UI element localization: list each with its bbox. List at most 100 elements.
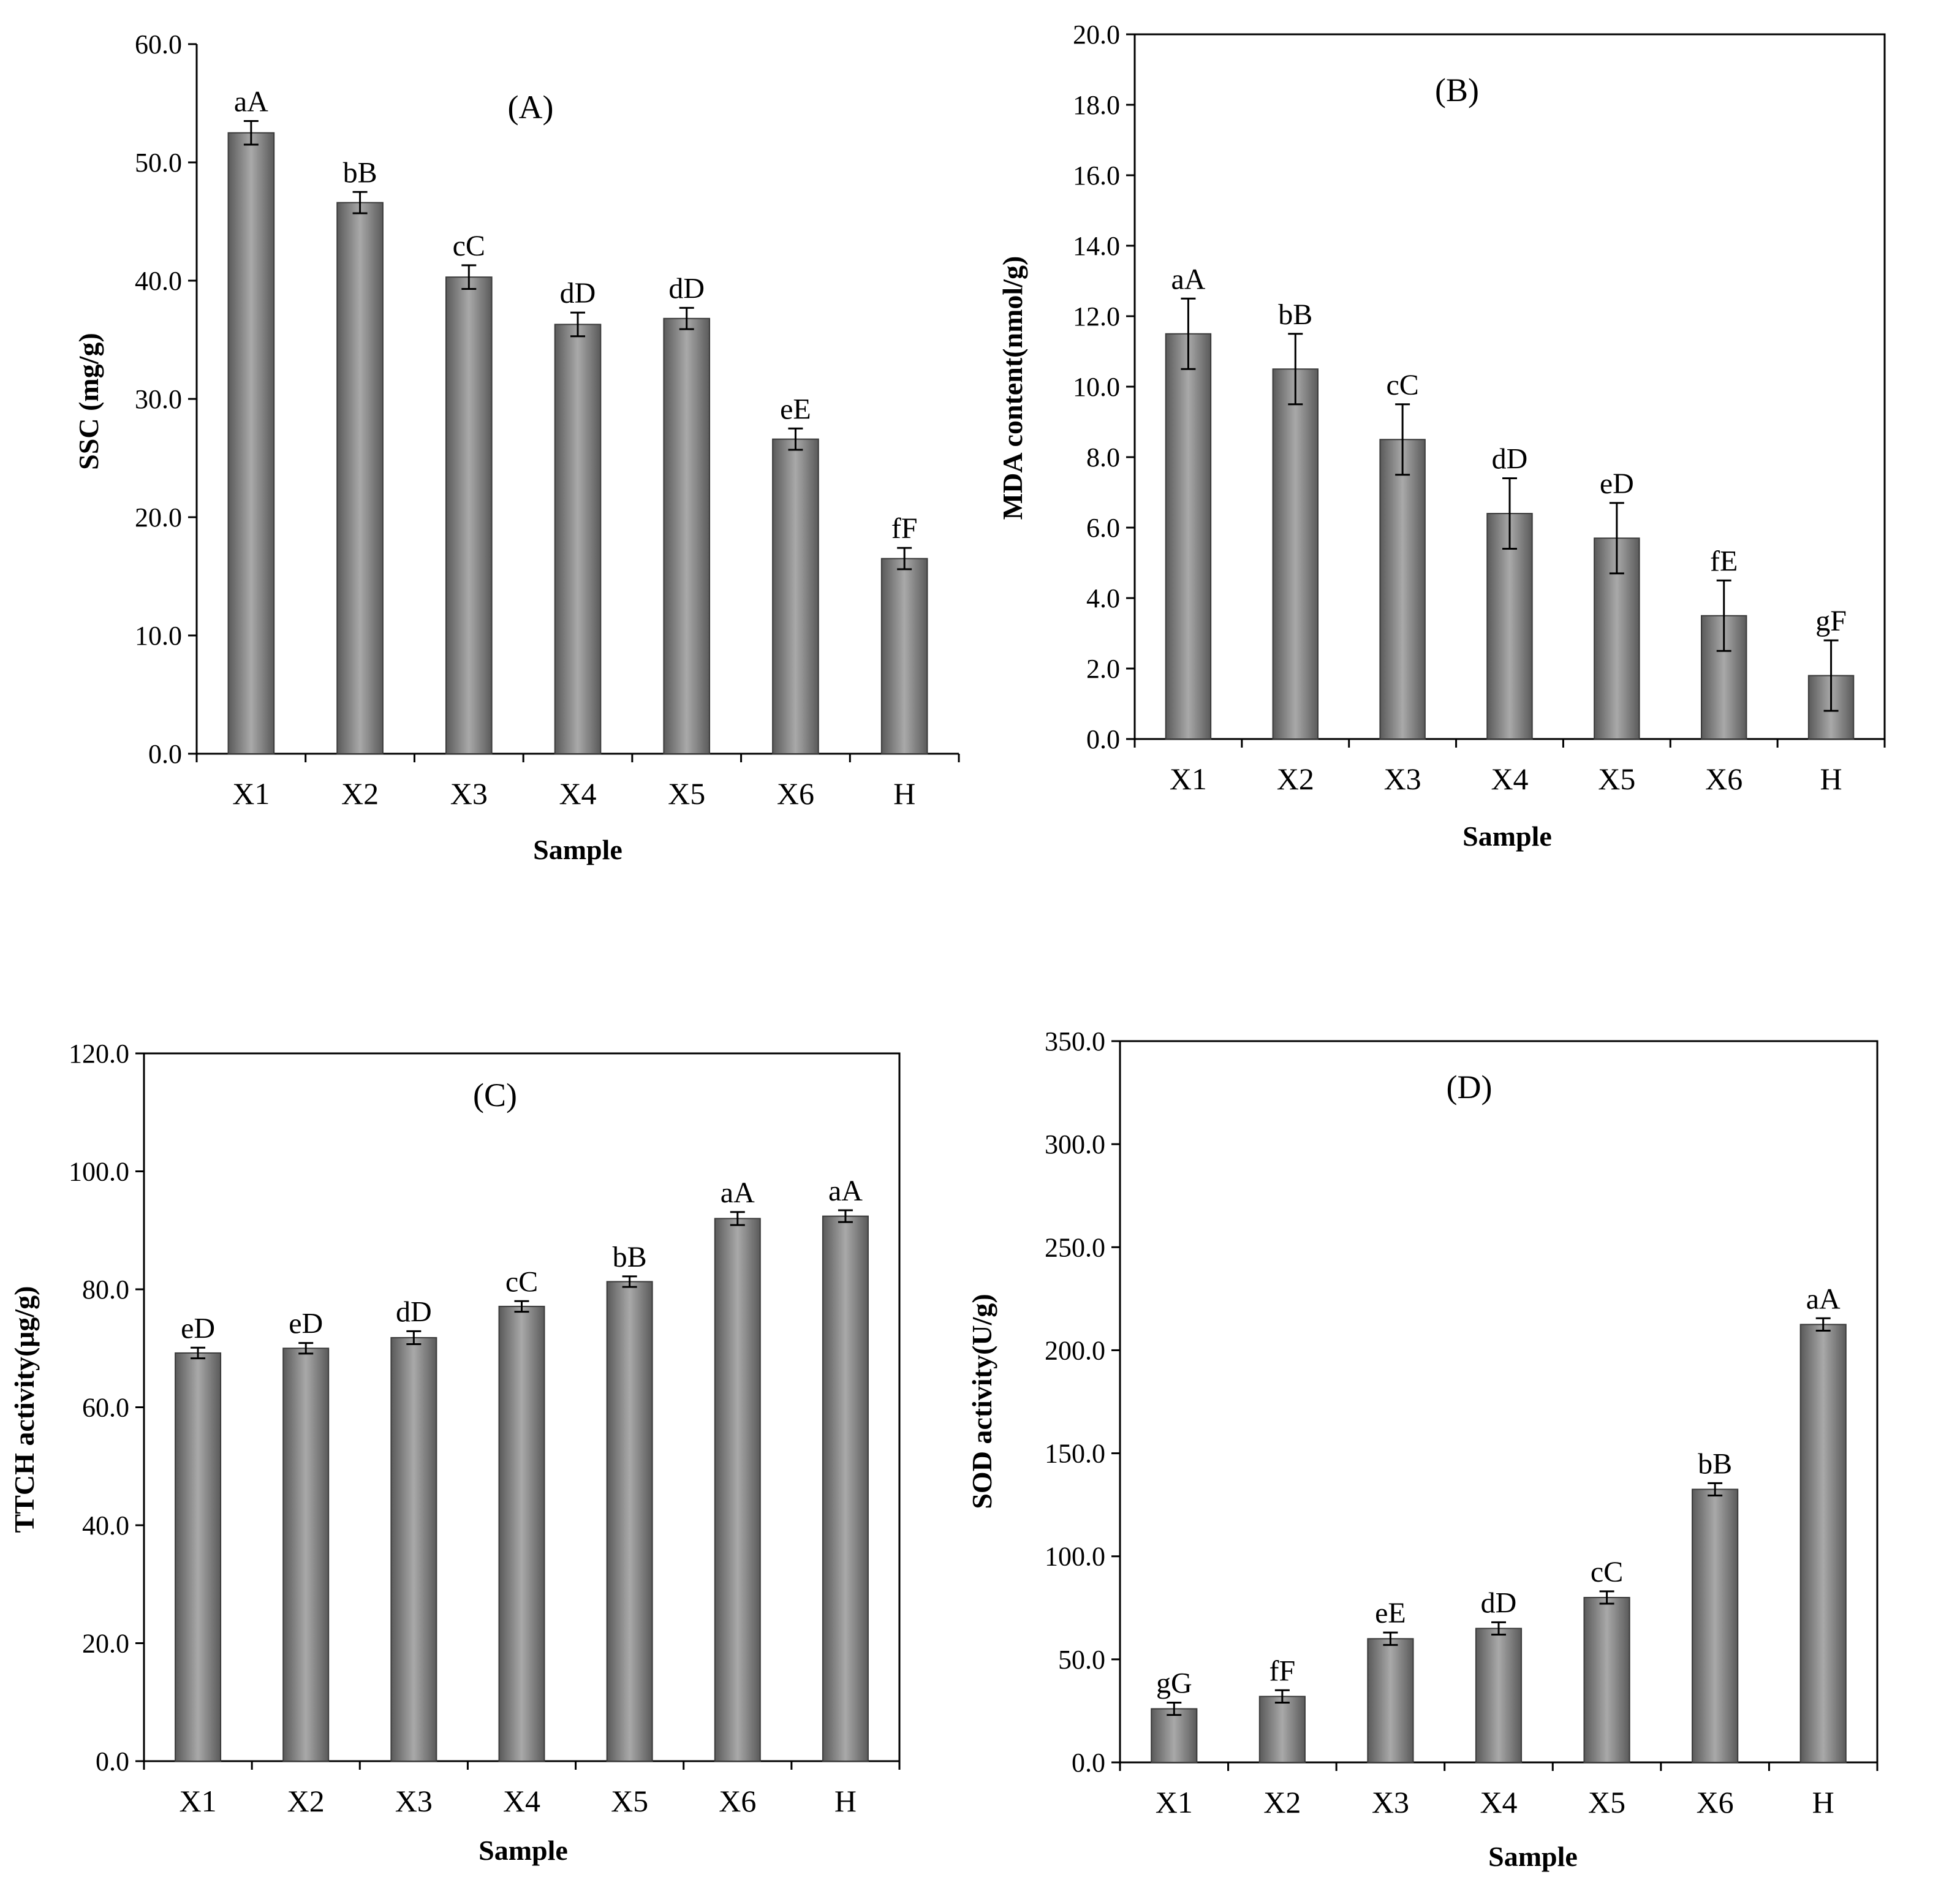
y-tick-label: 0.0 — [1072, 1748, 1105, 1778]
significance-label: aA — [721, 1177, 755, 1209]
bar — [390, 1336, 437, 1762]
y-tick-label: 100.0 — [69, 1157, 129, 1187]
x-tick-label: X5 — [1588, 1785, 1625, 1819]
x-tick-label: X1 — [232, 776, 270, 811]
bar — [1258, 1696, 1306, 1764]
significance-label: dD — [1492, 443, 1528, 476]
x-axis-title: Sample — [1488, 1841, 1578, 1872]
y-tick-label: 0.0 — [1086, 724, 1120, 754]
significance-label: bB — [343, 156, 377, 189]
x-tick-label: X3 — [1384, 762, 1421, 796]
x-tick-label: X6 — [719, 1784, 756, 1818]
bar — [772, 438, 819, 754]
panel-label: (A) — [508, 89, 554, 126]
x-tick-label: X1 — [1156, 1785, 1193, 1819]
significance-label: bB — [1698, 1447, 1732, 1480]
bar — [1165, 333, 1212, 740]
bar — [445, 276, 493, 754]
y-tick-label: 150.0 — [1045, 1439, 1105, 1469]
y-tick-label: 20.0 — [82, 1629, 129, 1659]
significance-label: dD — [1481, 1587, 1517, 1619]
y-tick-label: 0.0 — [148, 739, 182, 769]
y-tick-label: 12.0 — [1073, 301, 1120, 332]
bar — [1379, 439, 1426, 740]
x-tick-label: H — [1820, 762, 1842, 796]
significance-label: cC — [1386, 369, 1418, 401]
x-tick-label: X3 — [395, 1784, 433, 1818]
y-tick-label: 30.0 — [135, 384, 182, 414]
x-tick-label: X2 — [341, 776, 379, 811]
y-tick-label: 6.0 — [1086, 513, 1120, 543]
y-tick-label: 50.0 — [1058, 1645, 1105, 1675]
y-tick-label: 250.0 — [1045, 1232, 1105, 1262]
bar — [1799, 1324, 1847, 1763]
bar — [1151, 1708, 1198, 1763]
y-tick-label: 200.0 — [1045, 1335, 1105, 1365]
significance-label: aA — [828, 1175, 863, 1207]
significance-label: aA — [1171, 263, 1205, 295]
bar — [1692, 1488, 1739, 1763]
x-tick-label: X2 — [1277, 762, 1314, 796]
significance-label: dD — [668, 272, 705, 305]
y-tick-label: 120.0 — [69, 1039, 129, 1069]
significance-label: eD — [181, 1312, 215, 1344]
x-tick-label: X3 — [450, 776, 488, 811]
y-axis-title: TTCH activity(μg/g) — [9, 1286, 40, 1533]
panel-d: 0.0 50.0 100.0 150.0 200.0 250.0 300.0 350.0 gG X… — [966, 1026, 1879, 1872]
significance-label: aA — [1806, 1283, 1841, 1315]
y-tick-label: 2.0 — [1086, 654, 1120, 684]
bar — [336, 202, 384, 754]
x-axis-title: Sample — [479, 1835, 568, 1866]
significance-label: aA — [234, 85, 268, 118]
y-tick-label: 16.0 — [1073, 161, 1120, 191]
y-tick-label: 10.0 — [1073, 372, 1120, 402]
y-tick-label: 50.0 — [135, 148, 182, 178]
x-tick-label: X6 — [777, 776, 814, 811]
y-tick-label: 8.0 — [1086, 442, 1120, 472]
significance-label: fF — [1269, 1655, 1296, 1687]
panel-label: (D) — [1447, 1069, 1493, 1105]
significance-label: dD — [560, 277, 596, 309]
significance-label: eD — [1600, 468, 1634, 500]
significance-label: bB — [1278, 298, 1312, 331]
significance-label: fE — [1710, 545, 1738, 577]
y-tick-label: 100.0 — [1045, 1542, 1105, 1572]
bar — [606, 1281, 653, 1762]
bar — [663, 317, 711, 754]
x-tick-label: X4 — [503, 1784, 540, 1818]
panel-b: 0.0 2.0 4.0 6.0 8.0 10.0 12.0 14.0 16.0 18.0 20.0 a… — [997, 20, 1886, 852]
x-axis-title: Sample — [533, 834, 622, 865]
y-axis-title: SSC (mg/g) — [73, 333, 104, 470]
x-tick-label: X5 — [611, 1784, 648, 1818]
significance-label: fF — [891, 512, 918, 545]
y-tick-label: 4.0 — [1086, 583, 1120, 613]
x-axis-title: Sample — [1462, 821, 1552, 852]
y-axis-title: SOD activity(U/g) — [966, 1294, 997, 1509]
y-tick-label: 40.0 — [82, 1511, 129, 1541]
bar — [227, 132, 275, 754]
x-tick-label: H — [834, 1784, 857, 1818]
x-tick-label: X4 — [559, 776, 596, 811]
panel-c: 0.0 20.0 40.0 60.0 80.0 100.0 120.0 eD X1 eD X2 dD X… — [9, 1039, 901, 1866]
x-tick-label: X3 — [1372, 1785, 1409, 1819]
y-tick-label: 350.0 — [1045, 1026, 1105, 1056]
x-tick-label: H — [893, 776, 915, 811]
y-axis-title: MDA content(nmol/g) — [997, 256, 1028, 520]
x-tick-label: X5 — [668, 776, 705, 811]
bar — [175, 1352, 222, 1762]
bar — [554, 324, 602, 754]
bar — [1272, 368, 1319, 740]
y-tick-label: 20.0 — [1073, 20, 1120, 50]
bar — [1583, 1596, 1630, 1763]
significance-label: gG — [1156, 1667, 1192, 1699]
significance-label: eE — [780, 393, 811, 425]
significance-label: gF — [1815, 605, 1847, 637]
significance-label: bB — [613, 1241, 647, 1273]
x-tick-label: X4 — [1480, 1785, 1517, 1819]
y-tick-label: 10.0 — [135, 621, 182, 651]
significance-label: cC — [505, 1265, 538, 1298]
x-tick-label: X2 — [1263, 1785, 1301, 1819]
significance-label: eD — [289, 1308, 323, 1340]
panel-a: 0.0 10.0 20.0 30.0 40.0 50.0 60.0 aA X1 bB X2 cC X3 d… — [73, 29, 960, 865]
